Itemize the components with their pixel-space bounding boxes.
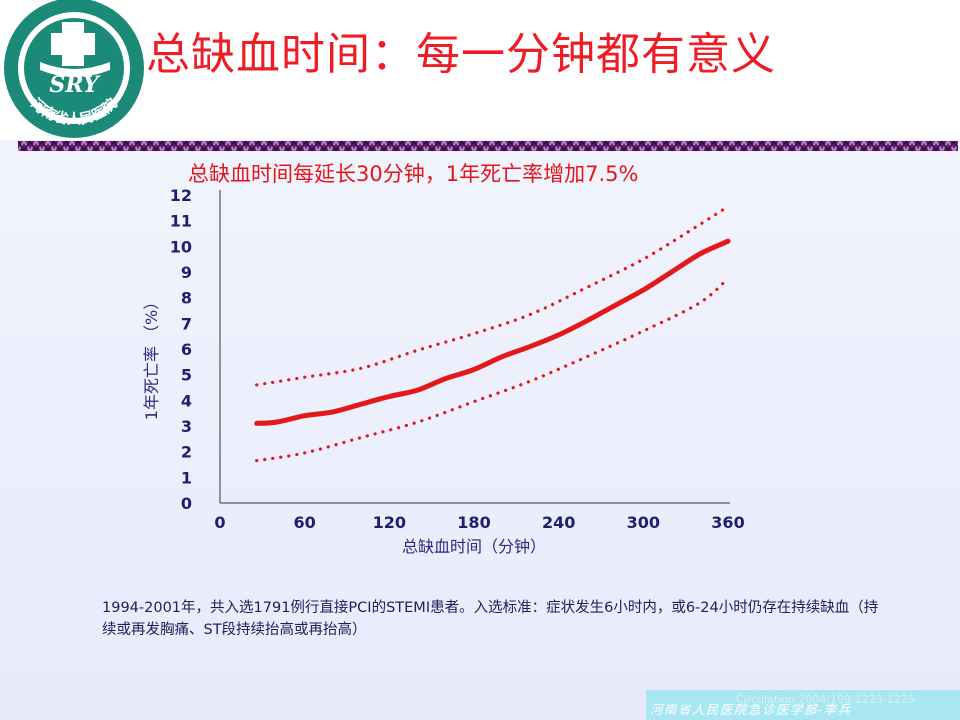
y-tick-label: 0 [181, 494, 192, 513]
study-footnote: 1994-2001年，共入选1791例行直接PCI的STEMI患者。入选标准：症… [102, 600, 879, 638]
y-tick-label: 6 [181, 340, 192, 359]
citation-text: Circulation 2004;109:1223-1225 [736, 693, 915, 706]
y-tick-label: 4 [181, 391, 192, 410]
x-tick-label: 240 [542, 513, 575, 532]
page-title: 总缺血时间：每一分钟都有意义 [146, 29, 776, 80]
y-axis-label: 1年死亡率 （%） [142, 294, 161, 420]
y-tick-label: 1 [181, 468, 192, 487]
x-tick-label: 60 [294, 513, 316, 532]
x-tick-label: 120 [373, 513, 406, 532]
y-tick-label: 12 [170, 186, 192, 205]
y-tick-label: 3 [181, 417, 192, 436]
x-tick-label: 300 [627, 513, 660, 532]
y-tick-label: 11 [170, 212, 192, 231]
department-text: 河南省人民医院急诊医学部-李兵 [650, 702, 852, 717]
y-tick-label: 7 [181, 314, 192, 333]
x-tick-label: 180 [457, 513, 490, 532]
y-tick-label: 10 [170, 237, 192, 256]
x-axis-label: 总缺血时间（分钟） [402, 537, 546, 556]
upper-confidence-line [255, 205, 730, 387]
chart-title: 总缺血时间每延长30分钟，1年死亡率增加7.5% [188, 162, 639, 186]
y-tick-label: 9 [181, 263, 192, 282]
lower-confidence-line [255, 276, 730, 463]
hospital-logo-icon: SRY 河南省人民医院 [4, 0, 144, 138]
title-divider [18, 141, 958, 151]
y-tick-label: 5 [181, 366, 192, 385]
mortality-line [254, 238, 731, 426]
y-tick-label: 2 [181, 443, 192, 462]
svg-text:SRY: SRY [49, 72, 100, 98]
x-tick-label: 0 [214, 513, 225, 532]
footer-band [646, 690, 960, 720]
x-tick-label: 360 [711, 513, 744, 532]
header-band [0, 0, 960, 140]
y-tick-label: 8 [181, 289, 192, 308]
